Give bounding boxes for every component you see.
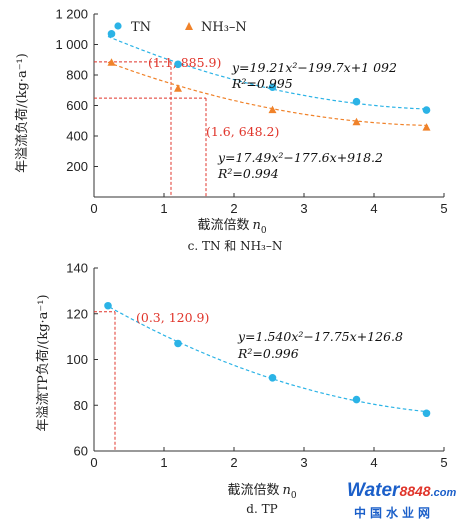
chart-c-point-circle <box>352 97 361 106</box>
chart-d-fit-curves <box>104 303 431 413</box>
chart-c-guide-lines <box>94 61 207 197</box>
tn-equation: y=19.21x²−199.7x+1 092 <box>231 60 397 75</box>
chart-c-fit-curve-1 <box>107 61 431 127</box>
chart-c-xtick-label: 5 <box>440 201 447 216</box>
chart-c-ytick-label: 200 <box>66 159 88 174</box>
chart-c-tn-nh3n: 0 1 2 3 4 5 200 400 600 800 1 000 1 200 TN NH₃–N y=… <box>15 7 448 254</box>
chart-d-xlabel-n: n <box>282 483 290 498</box>
tp-r2: R²=0.996 <box>237 346 299 361</box>
chart-c-point-circle <box>174 60 182 69</box>
chart-d-fit-curve-0 <box>104 303 431 413</box>
chart-d-xtick-label: 1 <box>160 455 167 470</box>
legend-nh3n-marker <box>185 22 193 30</box>
chart-d-xtick-label: 5 <box>440 455 447 470</box>
tp-annotation-label: (0.3, 120.9) <box>136 310 209 325</box>
chart-c-ytick-label: 600 <box>66 98 88 113</box>
chart-c-xtick-label: 2 <box>230 201 237 216</box>
chart-c-caption: c. TN 和 NH₃–N <box>188 239 283 253</box>
chart-d-ytick-label: 140 <box>66 261 88 276</box>
chart-d-ytick-label: 100 <box>66 352 88 367</box>
chart-d-xlabel: 截流倍数 n0 <box>227 483 296 501</box>
chart-c-ytick-label: 1 200 <box>55 7 88 22</box>
chart-c-point-triangle <box>352 117 361 126</box>
chart-c-xlabel: 截流倍数 n0 <box>197 218 266 236</box>
tn-annotation-label: (1.1, 885.9) <box>148 55 221 70</box>
chart-d-caption: d. TP <box>246 502 277 516</box>
chart-d-point-circle <box>104 301 112 310</box>
watermark-part-water: Water <box>347 480 401 501</box>
chart-c-point-triangle <box>107 58 116 66</box>
chart-d-point-circle <box>174 339 182 348</box>
chart-d-point-circle <box>268 374 277 382</box>
chart-c-xtick-label: 3 <box>300 201 307 216</box>
legend-nh3n-label: NH₃–N <box>201 20 247 35</box>
chart-c-xtick-label: 1 <box>160 201 167 216</box>
chart-d-point-circle <box>422 409 431 418</box>
tp-equation: y=1.540x²−17.75x+126.8 <box>237 329 403 344</box>
chart-c-point-triangle <box>174 84 182 92</box>
chart-c-point-circle <box>422 106 431 114</box>
chart-d-xlabel-text: 截流倍数 <box>227 483 279 498</box>
chart-d-xtick-label: 4 <box>370 455 377 470</box>
tn-r2: R²=0.995 <box>231 76 293 91</box>
chart-d-ticks: 0 1 2 3 4 5 60 80 100 120 140 <box>66 261 447 471</box>
nh3n-equation: y=17.49x²−177.6x+918.2 <box>217 150 383 165</box>
chart-c-point-triangle <box>422 123 431 131</box>
chart-c-ytick-label: 1 000 <box>55 37 88 52</box>
chart-d-xtick-label: 0 <box>90 455 97 470</box>
chart-c-ytick-label: 800 <box>66 68 88 83</box>
chart-d-data-points <box>104 301 431 418</box>
chart-c-ylabel: 年溢流负荷/(kg·a⁻¹) <box>15 53 30 173</box>
chart-c-ytick-label: 400 <box>66 129 88 144</box>
watermark-subtitle: 中国水业网 <box>354 505 434 520</box>
legend-tn-marker <box>114 22 122 30</box>
chart-c-point-circle <box>107 30 116 38</box>
chart-c-legend: TN NH₃–N <box>114 20 247 35</box>
chart-d-xlabel-sub: 0 <box>291 491 297 501</box>
chart-d-xtick-label: 2 <box>230 455 237 470</box>
chart-d-tp: 0 1 2 3 4 5 60 80 100 120 140 y=1.540x²−17.75x+126… <box>36 261 448 517</box>
chart-c-xtick-label: 0 <box>90 201 97 216</box>
chart-c-xlabel-n: n <box>252 218 260 233</box>
chart-c-xlabel-text: 截流倍数 <box>197 218 249 233</box>
watermark-logo: Water8848.com 中国水业网 <box>347 480 457 520</box>
chart-d-ylabel: 年溢流TP负荷/(kg·a⁻¹) <box>36 294 51 431</box>
chart-d-ytick-label: 120 <box>66 306 88 321</box>
legend-tn-label: TN <box>131 20 151 35</box>
chart-c-ticks: 0 1 2 3 4 5 200 400 600 800 1 000 1 200 <box>55 7 447 217</box>
chart-c-xlabel-sub: 0 <box>261 226 267 236</box>
chart-d-guide-lines <box>94 311 116 451</box>
chart-c-data-points <box>107 30 431 131</box>
chart-d-xtick-label: 3 <box>300 455 307 470</box>
nh3n-r2: R²=0.994 <box>217 166 279 181</box>
chart-d-ytick-label: 80 <box>74 398 88 413</box>
chart-c-point-circle <box>268 83 277 91</box>
chart-c-xtick-label: 4 <box>370 201 377 216</box>
chart-d-point-circle <box>352 395 361 404</box>
nh3n-annotation-label: (1.6, 648.2) <box>206 124 279 139</box>
chart-c-point-triangle <box>268 105 277 114</box>
chart-d-ytick-label: 60 <box>74 444 88 459</box>
watermark-part-com: .com <box>431 487 457 499</box>
watermark-part-8848: 8848 <box>399 483 430 499</box>
watermark-logo-text: Water8848.com <box>347 480 457 501</box>
